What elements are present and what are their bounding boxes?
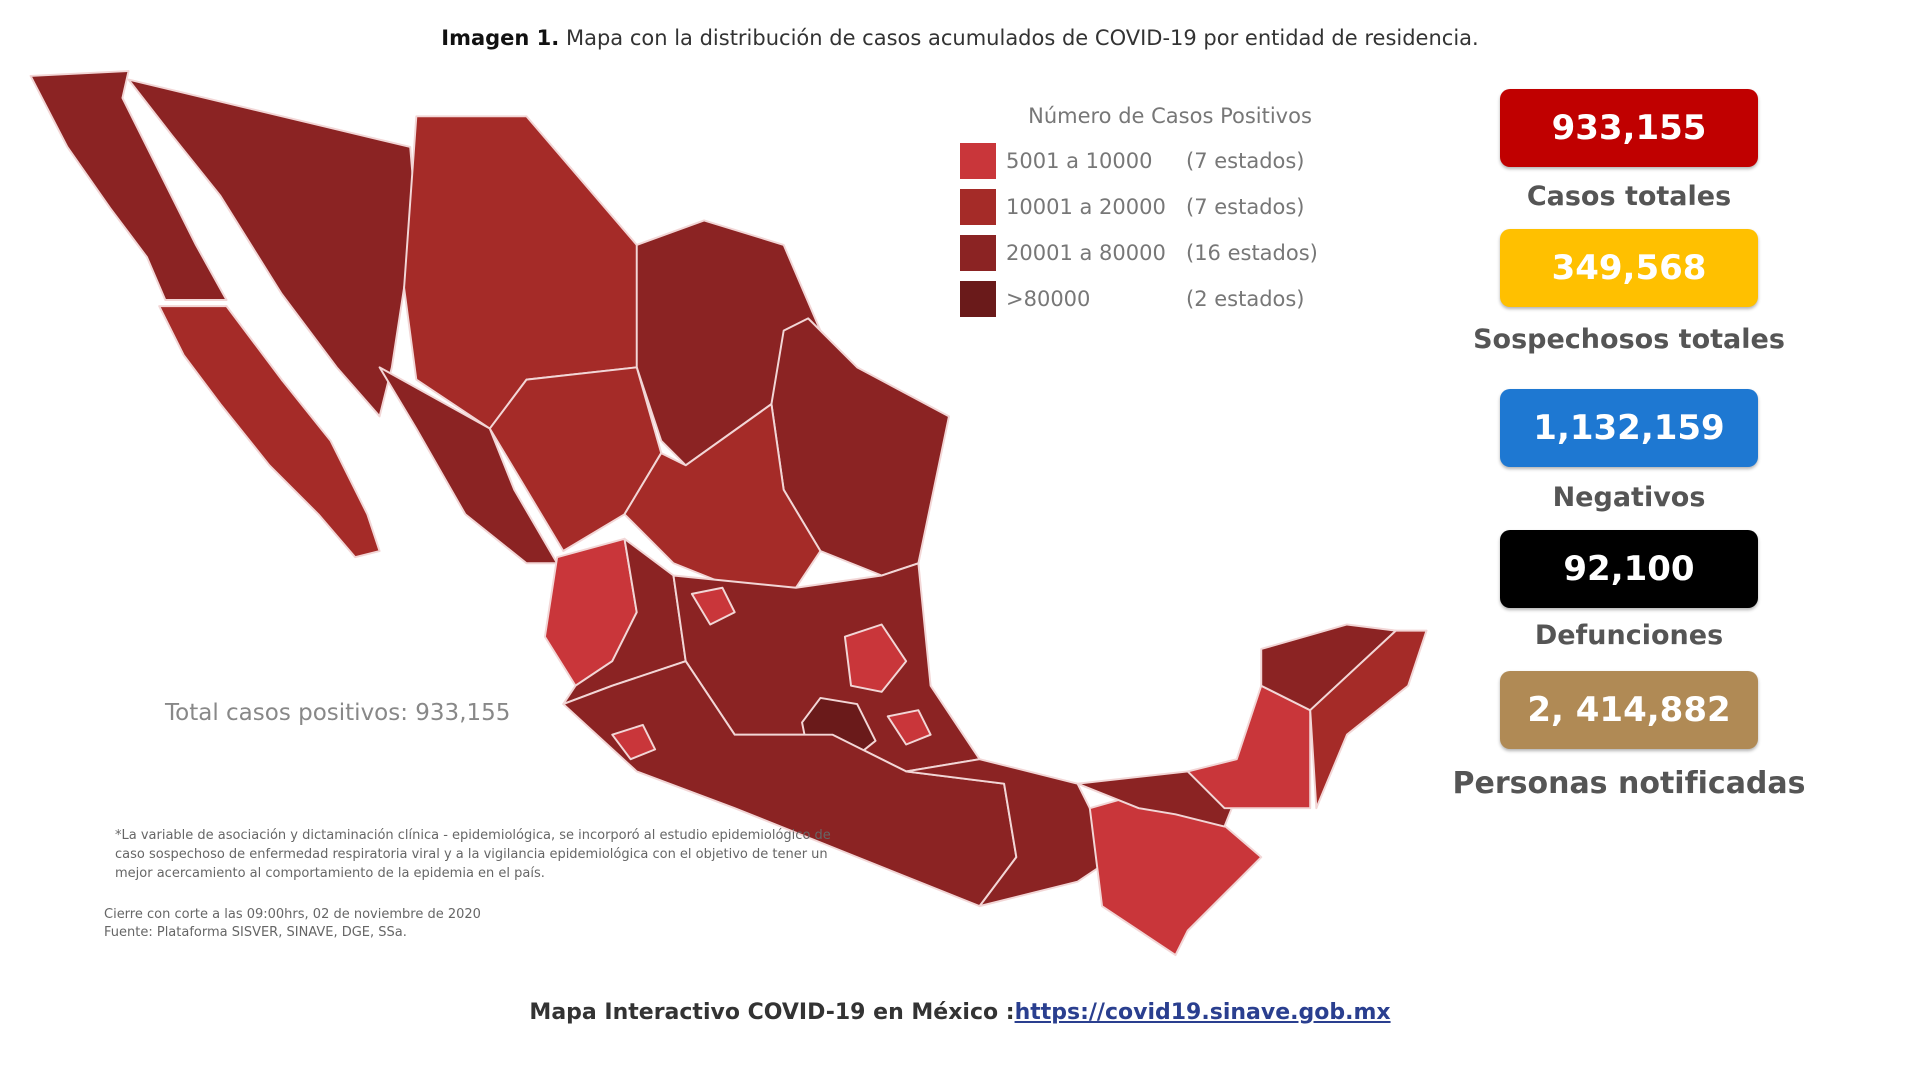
legend-count: (7 estados) <box>1186 195 1305 219</box>
footer-text: Mapa Interactivo COVID-19 en México : <box>529 1000 1015 1025</box>
footer-link[interactable]: https://covid19.sinave.gob.mx <box>1014 1000 1391 1025</box>
legend-items: 5001 a 10000 (7 estados) 10001 a 20000 (7 e… <box>960 138 1360 322</box>
state <box>1309 629 1428 810</box>
legend-swatch <box>960 143 996 179</box>
legend-title: Número de Casos Positivos <box>1028 104 1312 128</box>
note: *La variable de asociación y dictaminaci… <box>115 828 831 881</box>
state <box>378 366 559 565</box>
state <box>158 305 381 559</box>
legend-count: (7 estados) <box>1186 149 1305 173</box>
state <box>843 623 908 693</box>
stat-label: Personas notificadas <box>1452 766 1806 801</box>
stat-value: 933,155 <box>1500 89 1758 167</box>
state <box>886 709 932 746</box>
legend-item: 10001 a 20000 (7 estados) <box>960 184 1360 230</box>
state <box>905 758 1116 908</box>
stat-label: Defunciones <box>1534 620 1724 651</box>
stat-value: 2, 414,882 <box>1500 671 1758 749</box>
legend-swatch <box>960 281 996 317</box>
legend-range: 5001 a 10000 <box>1006 149 1153 173</box>
legend-range: 10001 a 20000 <box>1006 195 1166 219</box>
legend-swatch <box>960 189 996 225</box>
state <box>29 70 228 301</box>
legend-item: >80000 (2 estados) <box>960 276 1360 322</box>
legend-swatch <box>960 235 996 271</box>
stat-value: 92,100 <box>1500 530 1758 608</box>
state <box>611 723 657 761</box>
state <box>623 403 822 589</box>
legend-count: (16 estados) <box>1186 241 1318 265</box>
legend-item: 20001 a 80000 (16 estados) <box>960 230 1360 276</box>
legend-range: >80000 <box>1006 287 1091 311</box>
state <box>690 586 736 626</box>
map <box>29 70 1428 957</box>
legend-count: (2 estados) <box>1186 287 1305 311</box>
stat-label: Casos totales <box>1526 181 1732 212</box>
caption: Imagen 1. Mapa con la distribución de ca… <box>0 26 1920 50</box>
legend-range: 20001 a 80000 <box>1006 241 1166 265</box>
stat-label: Sospechosos totales <box>1473 324 1785 355</box>
stat-value: 1,132,159 <box>1500 389 1758 467</box>
closing-info: Cierre con corte a las 09:00hrs, 02 de n… <box>104 906 481 942</box>
footer: Mapa Interactivo COVID-19 en México :htt… <box>0 1000 1920 1025</box>
stat-label: Negativos <box>1552 482 1706 513</box>
closing: Cierre con corte a las 09:00hrs, 02 de n… <box>104 907 481 922</box>
legend: Número de Casos Positivos 5001 a 10000 (7… <box>960 104 1360 322</box>
total-positive: Total casos positivos: 933,155 <box>165 700 511 726</box>
caption-label: Imagen 1. <box>441 26 560 50</box>
source: Fuente: Plataforma SISVER, SINAVE, DGE, … <box>104 925 407 940</box>
stat-value: 349,568 <box>1500 229 1758 307</box>
state <box>1186 684 1312 810</box>
caption-text: Mapa con la distribución de casos acumul… <box>565 26 1479 50</box>
legend-item: 5001 a 10000 (7 estados) <box>960 138 1360 184</box>
